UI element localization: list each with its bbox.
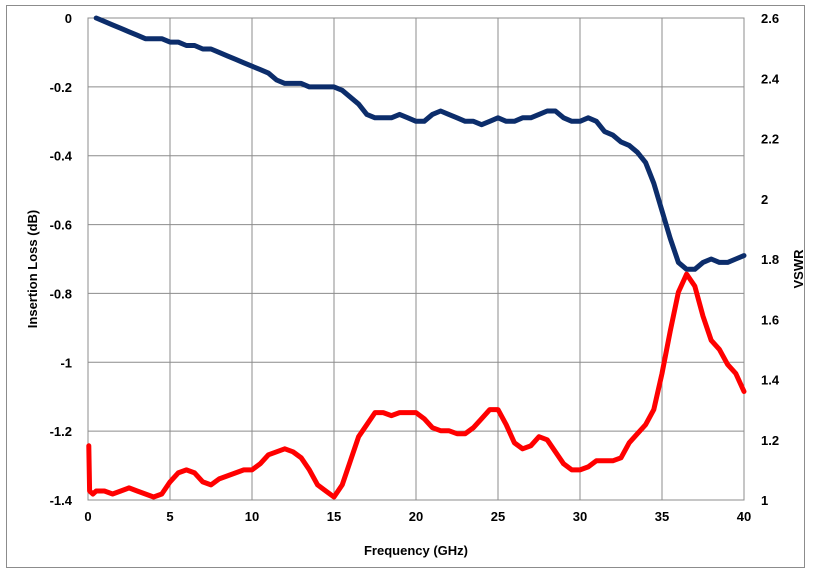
y2-tick-label: 2.6 xyxy=(761,11,779,26)
x-tick-label: 5 xyxy=(166,509,173,524)
x-tick-labels: 0 5 10 15 20 25 30 35 40 xyxy=(84,509,751,524)
y-tick-label: -1.2 xyxy=(50,424,72,439)
y-tick-label: -0.2 xyxy=(50,80,72,95)
x-tick-label: 0 xyxy=(84,509,91,524)
y2-tick-label: 1.2 xyxy=(761,433,779,448)
y2-tick-labels: 2.6 2.4 2.2 2 1.8 1.6 1.4 1.2 1 xyxy=(761,11,780,508)
plot-border xyxy=(87,17,745,501)
vswr-series-line xyxy=(86,271,747,500)
y-tick-label: -0.6 xyxy=(50,218,72,233)
y2-tick-label: 2.2 xyxy=(761,132,779,147)
y2-tick-label: 1.6 xyxy=(761,312,779,327)
y-tick-label: -1.4 xyxy=(50,493,73,508)
x-tick-label: 40 xyxy=(737,509,751,524)
series xyxy=(86,15,747,500)
y-axis-title: Insertion Loss (dB) xyxy=(25,210,40,328)
y2-tick-label: 2.4 xyxy=(761,71,780,86)
insertion-loss-series-line xyxy=(93,15,747,272)
y2-tick-label: 1 xyxy=(761,493,768,508)
y-tick-labels: 0 -0.2 -0.4 -0.6 -0.8 -1 -1.2 -1.4 xyxy=(50,11,73,508)
y2-tick-label: 2 xyxy=(761,192,768,207)
y-tick-label: 0 xyxy=(65,11,72,26)
y2-tick-label: 1.8 xyxy=(761,252,779,267)
y2-axis-title: VSWR xyxy=(791,249,806,289)
x-tick-label: 20 xyxy=(409,509,423,524)
y-tick-label: -1 xyxy=(60,355,72,370)
x-tick-label: 30 xyxy=(573,509,587,524)
x-tick-label: 10 xyxy=(245,509,259,524)
x-tick-label: 35 xyxy=(655,509,669,524)
y-tick-label: -0.4 xyxy=(50,149,73,164)
chart-frame xyxy=(6,5,805,568)
x-axis-title: Frequency (GHz) xyxy=(364,543,468,558)
x-tick-label: 25 xyxy=(491,509,505,524)
y-tick-label: -0.8 xyxy=(50,286,72,301)
y2-tick-label: 1.4 xyxy=(761,373,780,388)
x-tick-label: 15 xyxy=(327,509,341,524)
